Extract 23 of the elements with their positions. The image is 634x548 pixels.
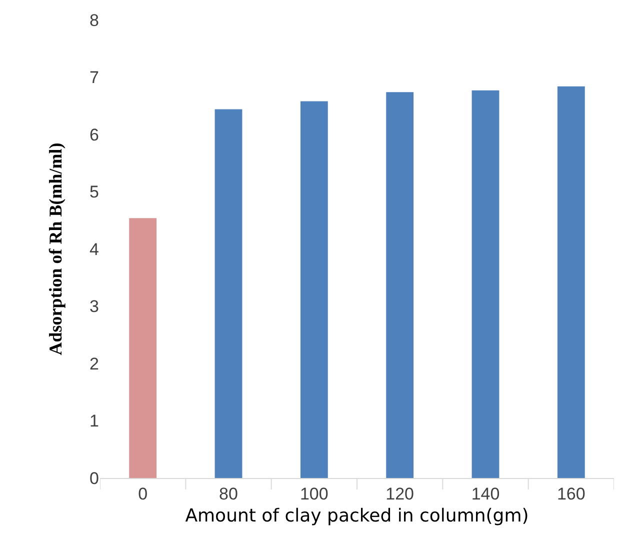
y-tick-label: 7: [90, 68, 99, 88]
y-tick-label: 5: [90, 182, 99, 202]
x-tick-label: 120: [386, 484, 414, 504]
bar: [129, 218, 157, 478]
bar: [386, 92, 414, 478]
y-tick-label: 8: [90, 10, 99, 30]
x-tick-label: 0: [138, 484, 148, 504]
bar: [214, 109, 242, 478]
bar: [300, 101, 328, 478]
y-tick-label: 3: [90, 297, 99, 316]
x-axis-title: Amount of clay packed in column(gm): [185, 506, 529, 526]
bar: [472, 90, 500, 478]
y-tick-label: 1: [90, 412, 99, 431]
x-tick-label: 100: [300, 484, 328, 504]
x-tick-label: 160: [556, 484, 586, 504]
x-tick-label: 80: [219, 484, 238, 504]
y-tick-label: 2: [90, 354, 99, 374]
bar: [557, 86, 585, 478]
y-tick-label: 6: [90, 125, 99, 144]
y-axis-title: Adsorption of Rh B(mh/ml): [46, 142, 66, 356]
y-tick-label: 4: [90, 240, 99, 259]
y-tick-label: 0: [90, 468, 99, 488]
x-tick-label: 140: [471, 484, 500, 504]
